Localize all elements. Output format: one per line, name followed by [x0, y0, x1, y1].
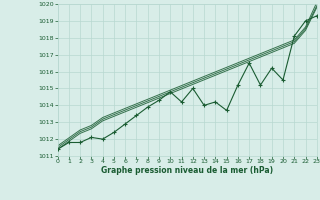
X-axis label: Graphe pression niveau de la mer (hPa): Graphe pression niveau de la mer (hPa)	[101, 166, 273, 175]
